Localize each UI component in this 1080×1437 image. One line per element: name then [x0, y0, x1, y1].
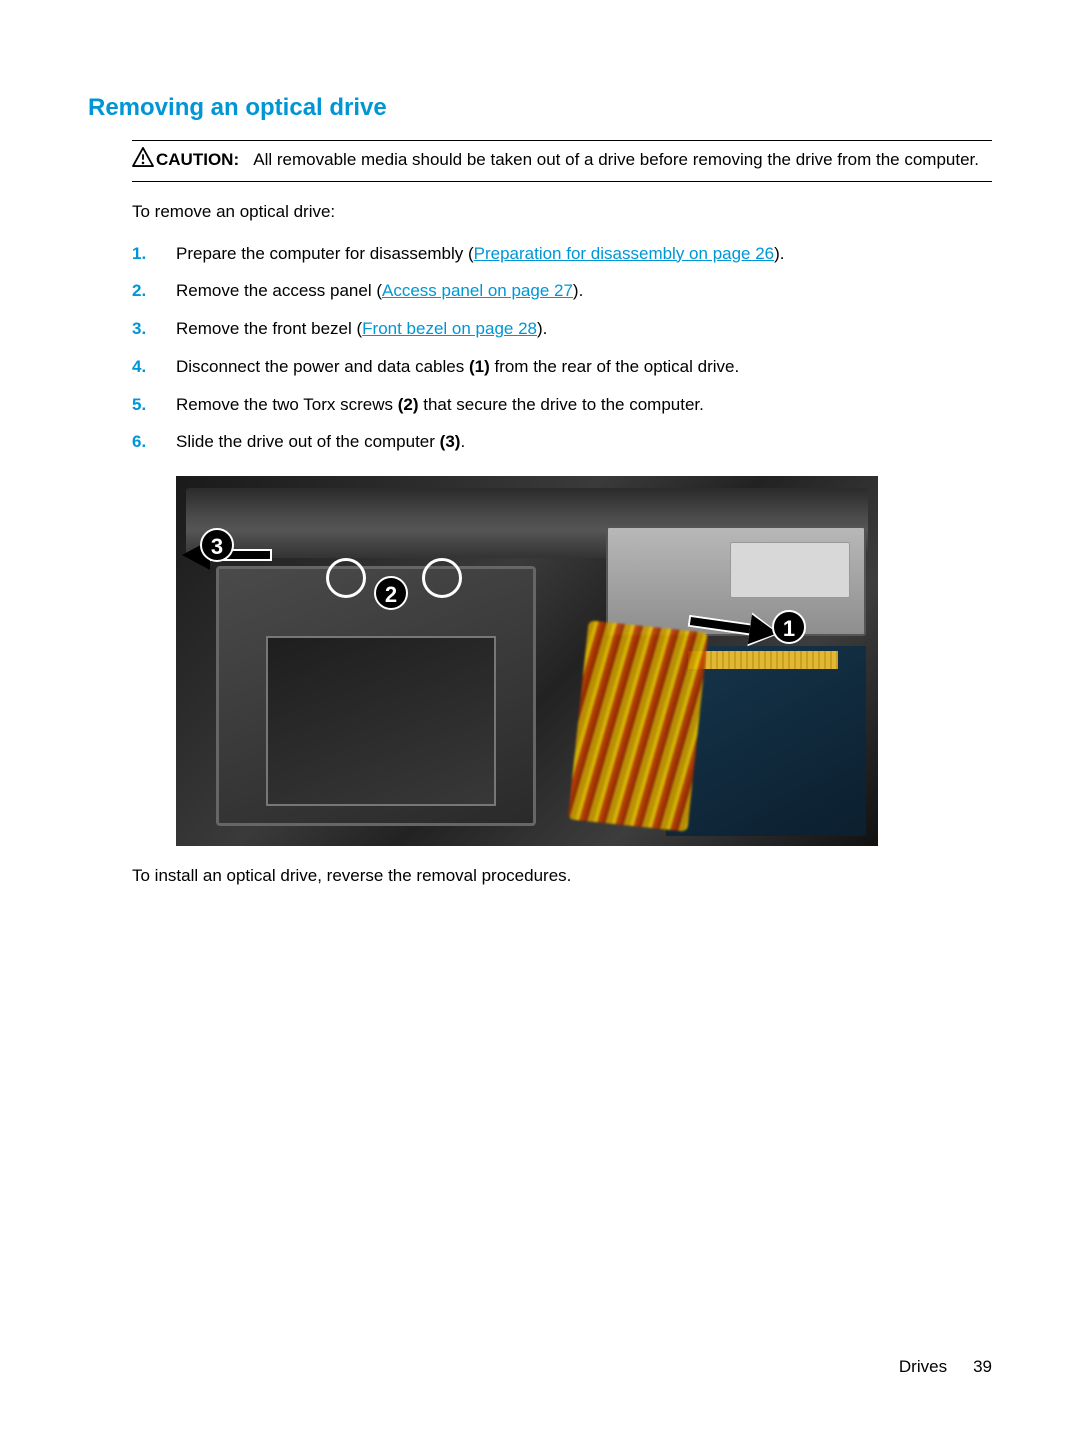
step-text-pre: Prepare the computer for disassembly ( — [176, 244, 474, 263]
figure-screw-ring-right — [422, 558, 462, 598]
step-number: 4. — [132, 355, 176, 379]
footer-section-name: Drives — [899, 1357, 947, 1376]
callout-ref-3: (3) — [440, 432, 461, 451]
link-front-bezel[interactable]: Front bezel on page 28 — [362, 319, 537, 338]
step-text-pre: Disconnect the power and data cables — [176, 357, 469, 376]
step-text-post: . — [460, 432, 465, 451]
step-text-post: that secure the drive to the computer. — [419, 395, 704, 414]
step-text-pre: Remove the two Torx screws — [176, 395, 398, 414]
step-text-post: ). — [774, 244, 784, 263]
callout-ref-2: (2) — [398, 395, 419, 414]
figure-ram-slots — [688, 651, 838, 669]
footer-page-number: 39 — [973, 1357, 992, 1376]
step-3: 3. Remove the front bezel (Front bezel o… — [132, 317, 992, 341]
figure-drive-bay-opening — [266, 636, 496, 806]
step-number: 3. — [132, 317, 176, 341]
step-6: 6. Slide the drive out of the computer (… — [132, 430, 992, 454]
outro-text: To install an optical drive, reverse the… — [132, 866, 992, 886]
step-number: 5. — [132, 393, 176, 417]
link-preparation-disassembly[interactable]: Preparation for disassembly on page 26 — [474, 244, 775, 263]
figure-psu-label — [730, 542, 850, 598]
step-text-post: from the rear of the optical drive. — [490, 357, 739, 376]
intro-text: To remove an optical drive: — [132, 202, 992, 222]
step-text-post: ). — [537, 319, 547, 338]
step-number: 6. — [132, 430, 176, 454]
step-text-pre: Remove the front bezel ( — [176, 319, 362, 338]
steps-list: 1. Prepare the computer for disassembly … — [132, 242, 992, 455]
caution-label: CAUTION: — [156, 150, 239, 169]
figure-screw-ring-left — [326, 558, 366, 598]
step-1: 1. Prepare the computer for disassembly … — [132, 242, 992, 266]
step-number: 1. — [132, 242, 176, 266]
figure-cables — [568, 621, 708, 832]
caution-text: All removable media should be taken out … — [253, 150, 979, 169]
callout-ref-1: (1) — [469, 357, 490, 376]
step-text-pre: Slide the drive out of the computer — [176, 432, 440, 451]
figure-optical-drive-removal: 3 2 1 — [176, 476, 878, 846]
caution-icon — [132, 147, 154, 167]
step-5: 5. Remove the two Torx screws (2) that s… — [132, 393, 992, 417]
caution-box: CAUTION: All removable media should be t… — [132, 140, 992, 182]
page-footer: Drives 39 — [899, 1357, 992, 1377]
step-text-post: ). — [573, 281, 583, 300]
step-4: 4. Disconnect the power and data cables … — [132, 355, 992, 379]
step-text-pre: Remove the access panel ( — [176, 281, 382, 300]
section-title: Removing an optical drive — [88, 94, 992, 122]
link-access-panel[interactable]: Access panel on page 27 — [382, 281, 573, 300]
step-number: 2. — [132, 279, 176, 303]
step-2: 2. Remove the access panel (Access panel… — [132, 279, 992, 303]
